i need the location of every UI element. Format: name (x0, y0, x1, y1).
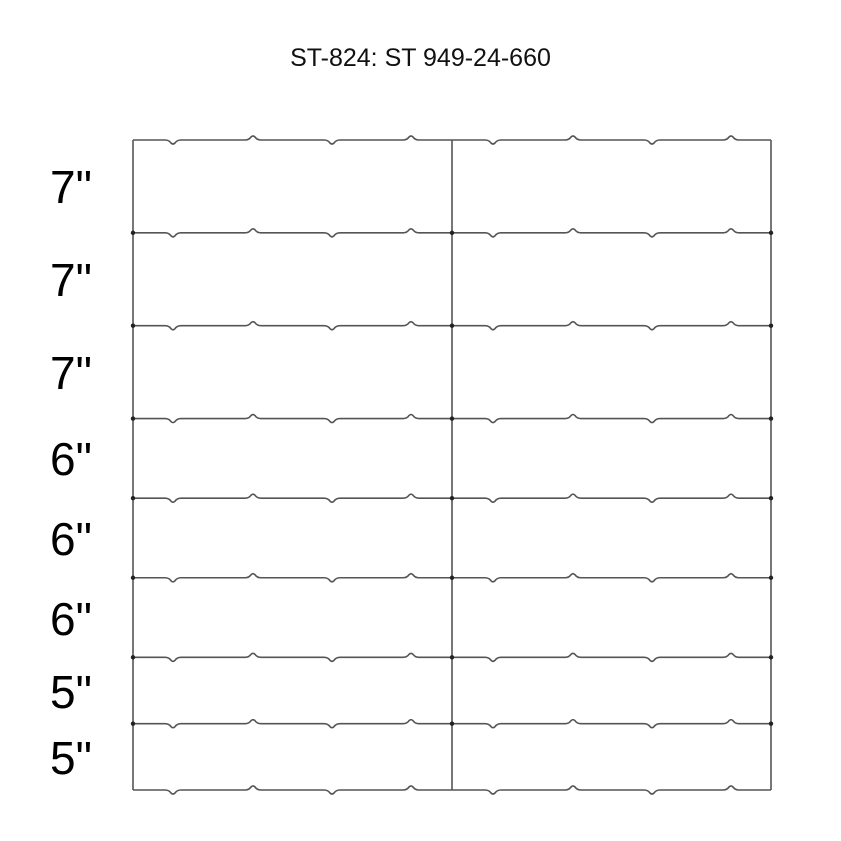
bottom-edge (133, 785, 771, 795)
top-edge (133, 135, 771, 145)
joint-fastener (130, 655, 136, 660)
joint-fastener (130, 721, 136, 726)
joint-fastener (130, 230, 136, 236)
row-label: 5" (50, 665, 92, 718)
joint-fastener (768, 575, 774, 580)
joint-fastener (130, 416, 136, 421)
joint-fastener (130, 495, 136, 501)
row-label: 6" (50, 512, 92, 565)
row-label: 5" (50, 731, 92, 784)
row-label: 7" (50, 161, 92, 214)
joint-fastener (449, 721, 455, 726)
joint-fastener (449, 655, 455, 660)
row-label: 6" (50, 592, 92, 645)
joint-fastener (768, 416, 774, 421)
diagram-title: ST-824: ST 949-24-660 (290, 44, 551, 72)
joint-fastener (130, 323, 136, 328)
joint-fastener (768, 495, 774, 501)
joint-fastener (449, 230, 455, 236)
joint-fastener (768, 230, 774, 236)
row-label: 6" (50, 433, 92, 486)
joint-fastener (449, 495, 455, 501)
row-label: 7" (50, 347, 92, 400)
joint-fastener (449, 575, 455, 580)
row-label: 7" (50, 254, 92, 307)
joint-fastener (130, 575, 136, 580)
joint-fastener (449, 323, 455, 328)
joint-fastener (768, 655, 774, 660)
joint-fastener (768, 721, 774, 726)
joint-fastener (449, 416, 455, 421)
joint-fastener (768, 323, 774, 328)
